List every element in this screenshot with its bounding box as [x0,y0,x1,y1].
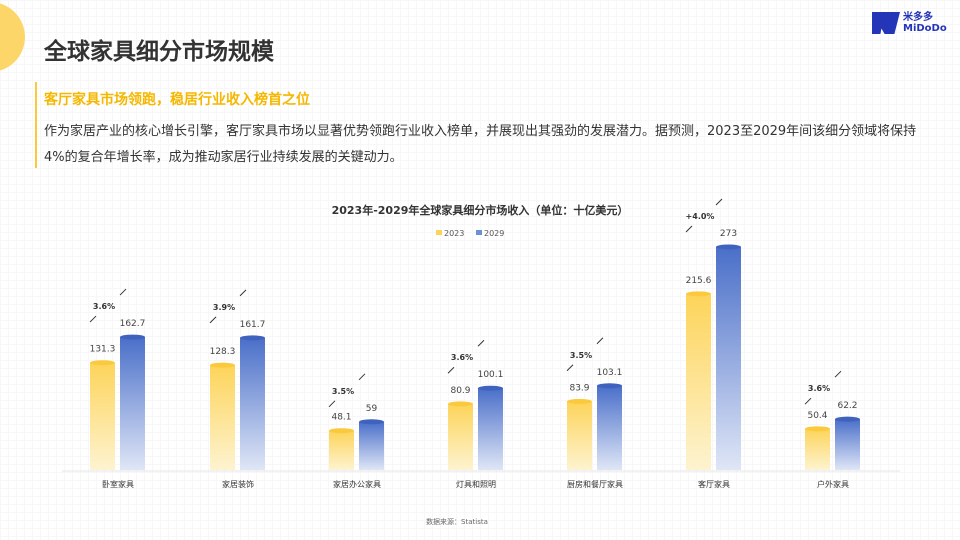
legend-swatch-2029 [476,230,482,235]
bar-cap-2029 [716,244,741,250]
logo: 米多多 MiDoDo [872,12,947,34]
bar-cap-2029 [597,383,622,389]
cagr-arrow-icon [358,373,366,381]
bar-cap-2029 [835,416,860,422]
logo-sub: MiDoDo [903,23,947,34]
legend-label-2029: 2029 [484,229,504,238]
bar-cap-2023 [90,360,115,366]
bar-2029 [597,385,622,470]
bar-cap-2029 [240,335,265,341]
bar-2029 [835,419,860,470]
data-label: 100.1 [478,370,504,380]
cagr-line [447,366,455,374]
bar-cap-2023 [567,398,592,404]
page-title: 全球家具细分市场规模 [44,39,274,65]
category-label: 家居办公家具 [333,479,381,489]
category-label: 灯具和照明 [456,479,496,489]
cagr-arrow-icon [239,289,247,297]
cagr-arrow-icon [715,198,723,206]
bar-cap-2023 [210,362,235,368]
bar-cap-2023 [686,291,711,297]
bar-cap-2029 [478,385,503,391]
bar-2023 [90,362,115,470]
bar-2023 [686,293,711,470]
bar-cap-2029 [120,334,145,340]
data-label: 103.1 [597,368,623,378]
chart-title: 2023年-2029年全球家具细分市场收入（单位：十亿美元） [332,203,629,217]
section-subtitle: 客厅家具市场领跑，稳居行业收入榜首之位 [44,92,310,108]
category-label: 卧室家具 [102,479,134,489]
data-label: 48.1 [331,413,351,423]
legend-label-2023: 2023 [444,229,464,238]
cagr-label: 3.6% [808,384,830,393]
cagr-line [209,316,217,324]
bar-cap-2023 [805,426,830,432]
bar-2029 [120,337,145,470]
cagr-line [328,400,336,408]
cagr-arrow-icon [596,337,604,345]
data-label: 83.9 [569,383,589,393]
cagr-label: 3.5% [570,351,592,360]
data-label: 62.2 [837,401,857,411]
section-accent-bar [35,82,37,168]
category-label: 家居装饰 [222,479,254,489]
data-label: 50.4 [807,411,827,421]
category-label: 客厅家具 [698,479,730,489]
cagr-arrow-icon [119,288,127,296]
data-label: 273 [720,229,737,239]
bar-2023 [329,430,354,470]
data-label: 80.9 [450,386,470,396]
legend-swatch-2023 [436,230,442,235]
category-label: 户外家具 [817,479,849,489]
bar-cap-2023 [329,428,354,434]
bar-2029 [716,246,741,470]
cagr-arrow-icon [834,370,842,378]
cagr-label: 3.6% [93,302,115,311]
logo-mark-icon [872,12,900,34]
cagr-line [804,397,812,405]
source-note: 数据来源：Statista [426,517,488,526]
cagr-arrow-icon [477,339,485,347]
data-label: 59 [366,404,378,414]
bar-2023 [448,403,473,470]
cagr-line [89,315,97,323]
data-label: 161.7 [240,320,266,330]
bar-2029 [478,388,503,470]
bar-2023 [567,401,592,470]
bar-2023 [805,428,830,470]
cagr-label: +4.0% [686,212,715,221]
bar-cap-2029 [359,419,384,425]
cagr-line [566,364,574,372]
bar-2029 [359,421,384,470]
data-label: 131.3 [90,345,116,355]
data-label: 215.6 [686,276,712,286]
logo-text: 米多多 [903,12,933,23]
cagr-label: 3.6% [451,353,473,362]
cagr-line [685,225,693,233]
bar-2029 [240,337,265,470]
cagr-label: 3.5% [332,387,354,396]
data-label: 128.3 [210,347,236,357]
category-label: 厨房和餐厅家具 [567,479,623,489]
bar-2023 [210,365,235,470]
bar-cap-2023 [448,401,473,407]
cagr-label: 3.9% [213,303,235,312]
data-label: 162.7 [120,319,146,329]
section-body: 作为家居产业的核心增长引擎，客厅家具市场以显著优势领跑行业收入榜单，并展现出其强… [44,124,917,165]
